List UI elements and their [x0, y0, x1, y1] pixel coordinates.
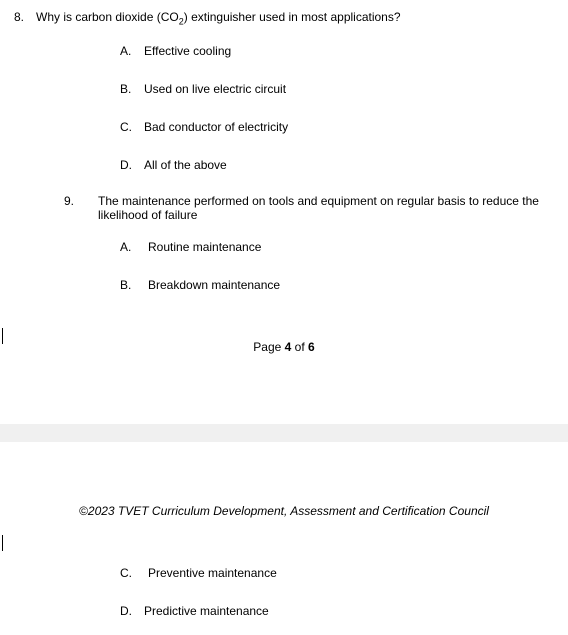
q8-text-before: Why is carbon dioxide (CO	[36, 10, 179, 24]
option-text: Preventive maintenance	[148, 566, 568, 580]
option-label: A.	[120, 44, 144, 58]
option-b: B. Used on live electric circuit	[120, 82, 568, 96]
question-number: 8.	[14, 10, 36, 24]
question-text: The maintenance performed on tools and e…	[70, 194, 568, 222]
page-gap	[0, 424, 568, 442]
text-cursor	[2, 535, 3, 551]
question-text: Why is carbon dioxide (CO2) extinguisher…	[36, 10, 568, 26]
page-prefix: Page	[253, 340, 284, 354]
question-9-options-cd: C. Preventive maintenance D. Predictive …	[0, 528, 568, 618]
option-a: A. Routine maintenance	[120, 240, 568, 254]
option-label: C.	[120, 566, 148, 580]
option-d: D. All of the above	[120, 158, 568, 172]
option-text: Routine maintenance	[148, 240, 568, 254]
document-page: 8. Why is carbon dioxide (CO2) extinguis…	[0, 0, 568, 635]
option-b: B. Breakdown maintenance	[120, 278, 568, 292]
option-d: D. Predictive maintenance	[120, 604, 568, 618]
option-text: Effective cooling	[144, 44, 568, 58]
option-c: C. Bad conductor of electricity	[120, 120, 568, 134]
option-label: D.	[120, 158, 144, 172]
option-text: Breakdown maintenance	[148, 278, 568, 292]
q8-text-after: ) extinguisher used in most applications…	[184, 10, 401, 24]
option-text: Predictive maintenance	[144, 604, 568, 618]
page-total: 6	[308, 340, 315, 354]
question-number: 9.	[0, 194, 70, 208]
question-9-options-ab: A. Routine maintenance B. Breakdown main…	[0, 222, 568, 292]
copyright-footer: ©2023 TVET Curriculum Development, Asses…	[0, 442, 568, 528]
page-of: of	[291, 340, 308, 354]
option-label: B.	[120, 278, 148, 292]
question-8-options: A. Effective cooling B. Used on live ele…	[0, 26, 568, 172]
option-text: Bad conductor of electricity	[144, 120, 568, 134]
option-text: Used on live electric circuit	[144, 82, 568, 96]
option-a: A. Effective cooling	[120, 44, 568, 58]
option-label: C.	[120, 120, 144, 134]
option-label: D.	[120, 604, 144, 618]
option-label: B.	[120, 82, 144, 96]
option-text: All of the above	[144, 158, 568, 172]
option-c: C. Preventive maintenance	[120, 566, 568, 580]
page-number: Page 4 of 6	[0, 292, 568, 364]
text-cursor	[2, 328, 3, 344]
option-label: A.	[120, 240, 148, 254]
question-9: 9. The maintenance performed on tools an…	[0, 172, 568, 222]
question-8: 8. Why is carbon dioxide (CO2) extinguis…	[0, 0, 568, 26]
